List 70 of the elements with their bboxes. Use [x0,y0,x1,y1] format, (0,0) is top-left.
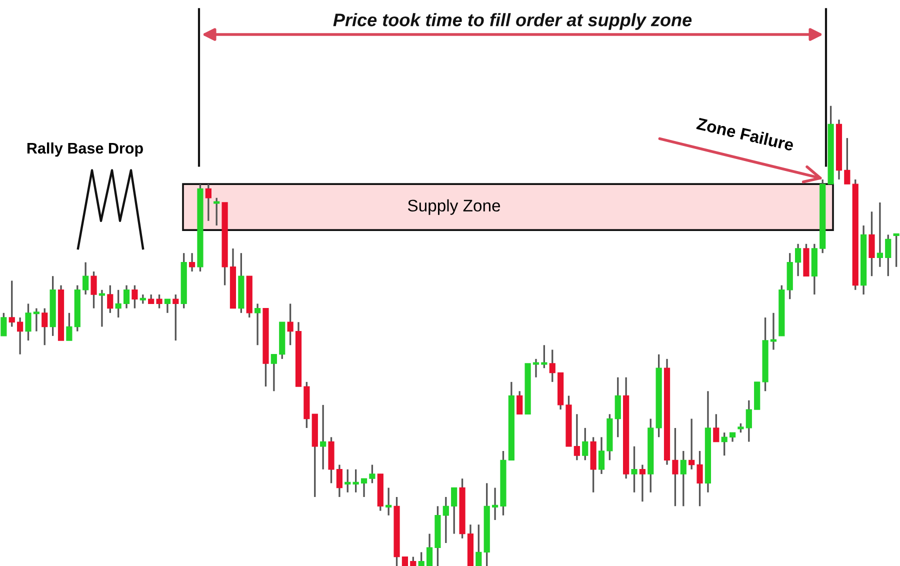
candlestick [729,432,736,443]
candlestick [476,524,482,566]
candlestick [631,446,638,494]
candlestick [352,468,359,494]
band-label: Supply Zone [408,199,500,215]
candlestick [516,390,523,415]
candlestick [205,183,212,222]
candlestick [172,294,179,342]
candlestick [140,294,146,305]
candlestick [115,289,122,318]
candlestick [402,556,408,566]
candlestick [369,464,376,484]
candlestick [574,413,580,461]
candlestick [254,302,261,346]
candlestick [680,450,686,508]
candlestick [426,532,433,566]
candlestick [418,551,424,566]
candlestick [90,270,97,310]
candlestick [188,252,196,272]
candlestick [844,137,850,185]
candlestick [598,436,605,475]
candlestick [17,316,24,356]
candlestick [33,307,40,332]
candlestick [164,298,171,314]
candlestick [82,261,89,296]
candlestick [532,358,540,378]
candlestick [25,302,32,342]
candlestick [639,464,646,502]
candlestick [442,496,449,544]
candlestick [66,312,72,342]
candlestick [0,312,7,337]
candlestick [451,486,458,535]
candlestick [42,307,48,346]
candlestick [336,464,342,498]
candlestick [794,243,802,277]
candlestick [320,404,326,470]
candlestick [893,233,900,268]
candlestick [770,312,777,351]
candlestick [582,427,588,461]
candlestick [132,284,138,310]
annotation: Rally Base Drop [27,142,143,157]
candlestick [8,280,15,328]
candlestick [549,348,556,383]
candlestick [98,289,106,328]
candlestick [344,468,351,494]
candlestick [746,400,752,443]
candlestick [492,486,498,521]
candlestick [156,294,162,310]
candlestick [885,234,892,277]
candlestick [738,422,744,434]
candlestick [214,197,220,226]
candlestick [287,302,294,346]
candlestick [713,413,720,443]
candlestick [386,486,392,516]
candlestick [876,202,883,268]
candlestick [688,418,695,470]
candlestick [868,210,875,277]
candlestick [410,556,416,566]
candlestick [696,450,703,508]
annotation: Zone Failure [696,117,794,152]
candlestick [148,294,154,305]
candlestick [672,427,678,508]
candlestick [541,344,548,369]
candlestick [614,376,621,438]
candlestick [360,478,368,498]
candlestick [107,284,114,314]
candlestick [721,432,728,456]
candlestick [123,284,130,310]
text: Price took time to fill order at supply zone [333,13,692,30]
candlestick [270,353,277,392]
